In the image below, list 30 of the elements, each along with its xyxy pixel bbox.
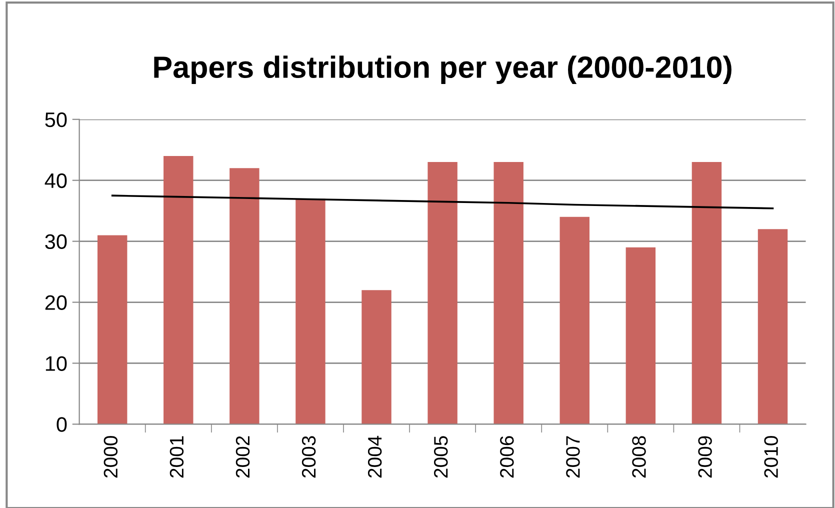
bar	[692, 162, 722, 424]
x-tick-label: 2006	[500, 436, 514, 478]
x-tick-label: 2002	[236, 436, 250, 478]
x-tick-label: 2001	[170, 436, 184, 478]
y-tick-label: 20	[45, 295, 67, 310]
chart-title: Papers distribution per year (2000-2010)	[154, 56, 732, 84]
x-tick-label: 2003	[302, 436, 316, 478]
x-tick-label: 2004	[368, 436, 382, 478]
bar	[428, 162, 458, 424]
bar	[494, 162, 524, 424]
y-tick-label: 30	[45, 234, 67, 250]
x-tick-label: 2008	[632, 436, 646, 478]
y-tick-label: 40	[44, 173, 67, 188]
line-series	[111, 194, 774, 210]
y-tick-label: 50	[45, 112, 67, 128]
y-tick-label: 10	[46, 356, 67, 371]
bar	[164, 156, 194, 424]
bar	[230, 168, 260, 424]
bar	[560, 216, 590, 424]
bar	[362, 290, 392, 424]
y-tick-label: 0	[56, 417, 67, 432]
x-tick-label: 2010	[764, 436, 778, 478]
bar	[758, 229, 788, 424]
x-tick-label: 2000	[104, 436, 118, 478]
x-tick-label: 2007	[566, 436, 580, 478]
bar	[626, 247, 656, 424]
x-tick-label: 2009	[698, 436, 712, 478]
bar	[97, 235, 128, 424]
bar	[296, 198, 326, 424]
x-tick-label: 2005	[434, 436, 448, 478]
